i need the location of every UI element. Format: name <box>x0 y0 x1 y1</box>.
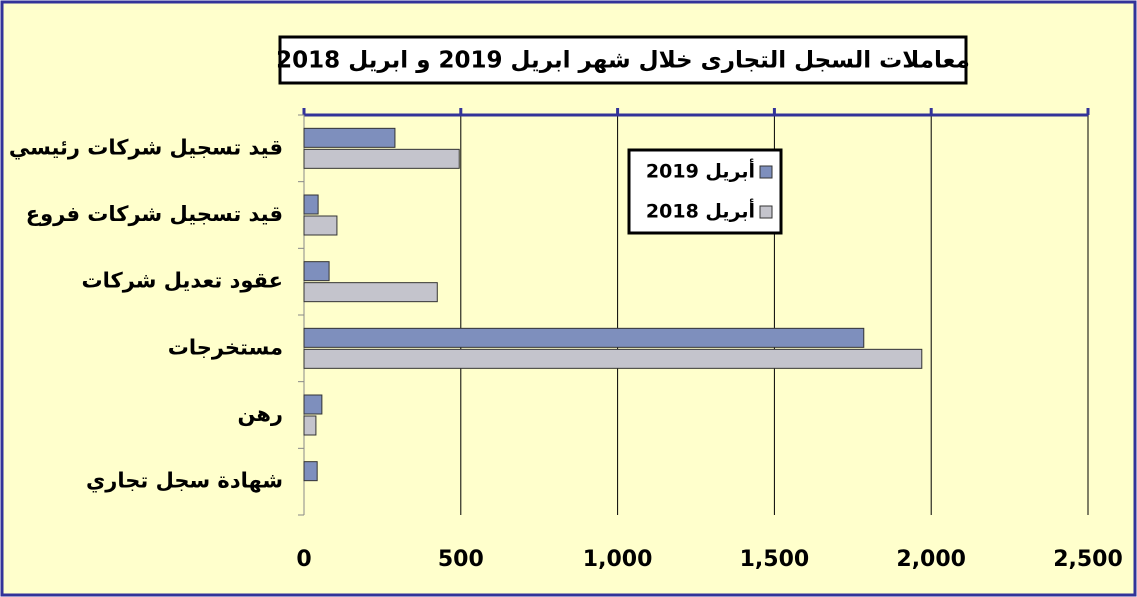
bar <box>303 127 396 148</box>
bar <box>303 194 319 215</box>
bar <box>303 261 330 282</box>
x-tick-label: 500 <box>438 547 484 572</box>
title-box <box>278 35 968 85</box>
bar <box>303 215 338 236</box>
y-tick-label: عقود تعديل شركات <box>82 269 283 293</box>
bar <box>303 415 317 436</box>
bar <box>303 327 865 348</box>
x-tick-label: 0 <box>296 547 311 572</box>
x-tick-label: 1,000 <box>583 547 653 572</box>
y-tick-label: قيد تسجيل شركات فروع <box>26 202 283 226</box>
x-tick-label: 2,000 <box>896 547 966 572</box>
x-tick-label: 1,500 <box>740 547 810 572</box>
chart-title: معاملات السجل التجارى خلال شهر ابريل 201… <box>276 48 970 74</box>
y-tick-label: رهن <box>237 402 283 426</box>
bar <box>303 394 323 415</box>
legend-label: أبريل 2019 <box>646 159 755 183</box>
legend-swatch <box>759 205 773 219</box>
y-tick-label: مستخرجات <box>168 335 283 359</box>
bar <box>303 148 460 169</box>
bar <box>303 282 438 303</box>
legend-box <box>627 148 783 235</box>
bar <box>303 461 318 482</box>
y-tick-label: قيد تسجيل شركات رئيسي <box>9 135 283 159</box>
bar <box>303 348 923 369</box>
legend-swatch <box>759 165 773 179</box>
x-tick-label: 2,500 <box>1053 547 1123 572</box>
legend-label: أبريل 2018 <box>646 199 755 223</box>
y-tick-label: شهادة سجل تجاري <box>86 469 283 494</box>
